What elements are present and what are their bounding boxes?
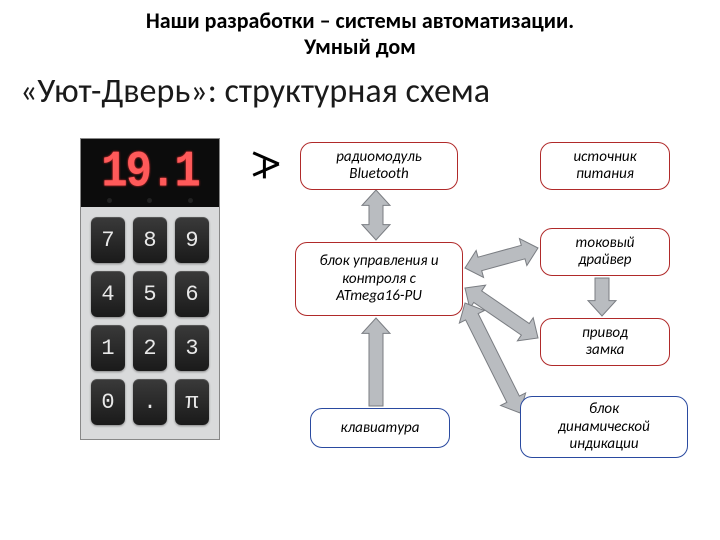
node-control: блок управления иконтроля сATmega16-PU <box>295 242 463 316</box>
header-line1: Наши разработки – системы автоматизации. <box>20 8 700 34</box>
node-driver: токовыйдрайвер <box>540 228 670 276</box>
node-radio: радиомодульBluetooth <box>300 142 458 190</box>
diagram-canvas: 19.1 7894561230.π радиомодульBluetoothис… <box>0 118 720 538</box>
slide-title: «Уют-Дверь»: структурная схема <box>0 61 720 118</box>
node-keyboard: клавиатура <box>310 408 450 448</box>
node-display: блокдинамическойиндикации <box>520 396 688 458</box>
header-line2: Умный дом <box>20 34 700 60</box>
node-lock: приводзамка <box>540 318 670 366</box>
node-power: источникпитания <box>540 142 670 190</box>
slide-header: Наши разработки – системы автоматизации.… <box>0 0 720 61</box>
